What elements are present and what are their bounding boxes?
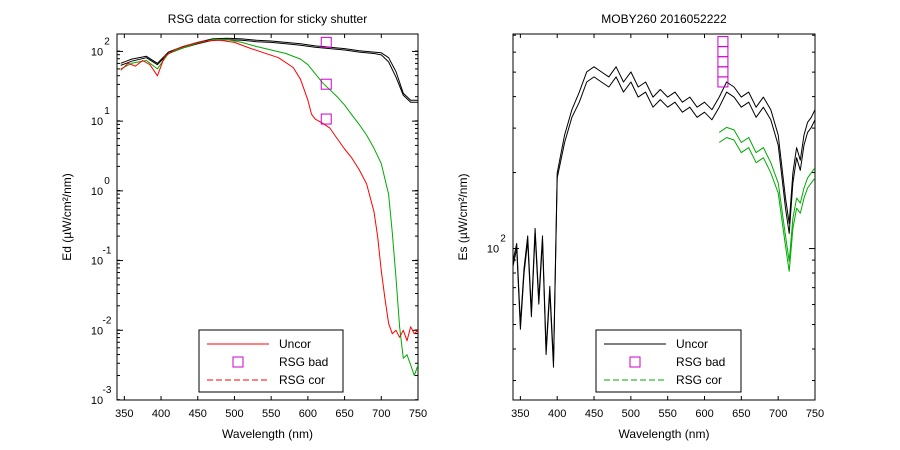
chart-right: MOBY260 2016052222 Wavelength (nm) Es (µ… (456, 12, 824, 441)
y-tick-exponent: -3 (103, 385, 112, 396)
x-tick-label: 650 (335, 408, 353, 420)
legend-entry-rsg-bad: RSG bad (279, 355, 328, 369)
series-line-rsg-cor (718, 137, 815, 272)
y-tick-label: 10 (487, 244, 499, 256)
y-tick-label: 10 (91, 116, 103, 128)
series-group (513, 66, 815, 368)
series-line-rsg-cor (120, 39, 418, 377)
legend-swatch-rsg-bad (232, 356, 244, 368)
y-tick-exponent: 0 (104, 176, 110, 187)
legend: Uncor RSG bad RSG cor (595, 329, 742, 393)
rsg-bad-marker (717, 76, 729, 88)
x-tick-label: 350 (511, 408, 529, 420)
series-group (120, 37, 418, 377)
legend: Uncor RSG bad RSG cor (198, 329, 344, 393)
rsg-bad-marker (320, 113, 332, 125)
legend-frame (198, 329, 344, 393)
rsg-bad-marker (320, 78, 332, 90)
x-tick-label: 450 (585, 408, 603, 420)
rsg-bad-marker (717, 66, 729, 78)
rsg-bad-marker (717, 36, 729, 48)
x-tick-label: 550 (262, 408, 280, 420)
x-tick-label: 700 (769, 408, 787, 420)
x-tick-label: 750 (409, 408, 427, 420)
x-tick-label: 400 (152, 408, 170, 420)
y-axis-label: Es (µW/cm²/nm) (456, 174, 470, 261)
y-tick-label: 10 (91, 256, 103, 268)
series-line-rsg-cor (718, 126, 815, 262)
legend-swatch-rsg-bad (629, 356, 641, 368)
legend-frame (595, 329, 742, 393)
plot-frame (116, 33, 419, 401)
x-tick-label: 400 (548, 408, 566, 420)
x-tick-label: 500 (225, 408, 243, 420)
y-tick-exponent: -2 (103, 315, 112, 326)
series-line-uncor (120, 39, 418, 342)
y-tick-label: 10 (91, 325, 103, 337)
x-tick-label: 600 (299, 408, 317, 420)
chart-left: RSG data correction for sticky shutter W… (60, 12, 427, 441)
series-line-uncor (513, 66, 815, 363)
chart-title: RSG data correction for sticky shutter (168, 12, 367, 26)
x-tick-label: 650 (732, 408, 750, 420)
x-axis-label: Wavelength (nm) (222, 427, 313, 441)
y-tick-label: 10 (91, 46, 103, 58)
x-tick-label: 750 (806, 408, 824, 420)
series-line-uncor (120, 37, 418, 101)
legend-entry-uncor: Uncor (676, 337, 708, 351)
legend-entry-uncor: Uncor (279, 337, 311, 351)
y-tick-label: 10 (91, 186, 103, 198)
x-tick-label: 700 (372, 408, 390, 420)
y-axis-label: Ed (µW/cm²/nm) (60, 173, 74, 261)
legend-entry-rsg-cor: RSG cor (676, 373, 722, 387)
x-tick-label: 450 (189, 408, 207, 420)
y-tick-exponent: 2 (500, 234, 506, 245)
x-tick-label: 550 (659, 408, 677, 420)
y-tick-exponent: 1 (104, 106, 110, 117)
x-axis-label: Wavelength (nm) (619, 427, 710, 441)
y-tick-exponent: -1 (103, 246, 112, 257)
legend-entry-rsg-bad: RSG bad (676, 355, 725, 369)
series-line-uncor (120, 39, 418, 103)
plot-frame (512, 33, 816, 401)
x-tick-label: 500 (622, 408, 640, 420)
rsg-bad-marker (717, 56, 729, 68)
chart-title: MOBY260 2016052222 (601, 12, 727, 26)
rsg-bad-marker (717, 46, 729, 58)
y-tick-label: 10 (91, 395, 103, 407)
x-tick-label: 350 (115, 408, 133, 420)
legend-entry-rsg-cor: RSG cor (279, 373, 325, 387)
series-line-uncor (513, 76, 815, 368)
x-tick-label: 600 (695, 408, 713, 420)
y-tick-exponent: 2 (104, 36, 110, 47)
rsg-bad-marker (320, 36, 332, 48)
